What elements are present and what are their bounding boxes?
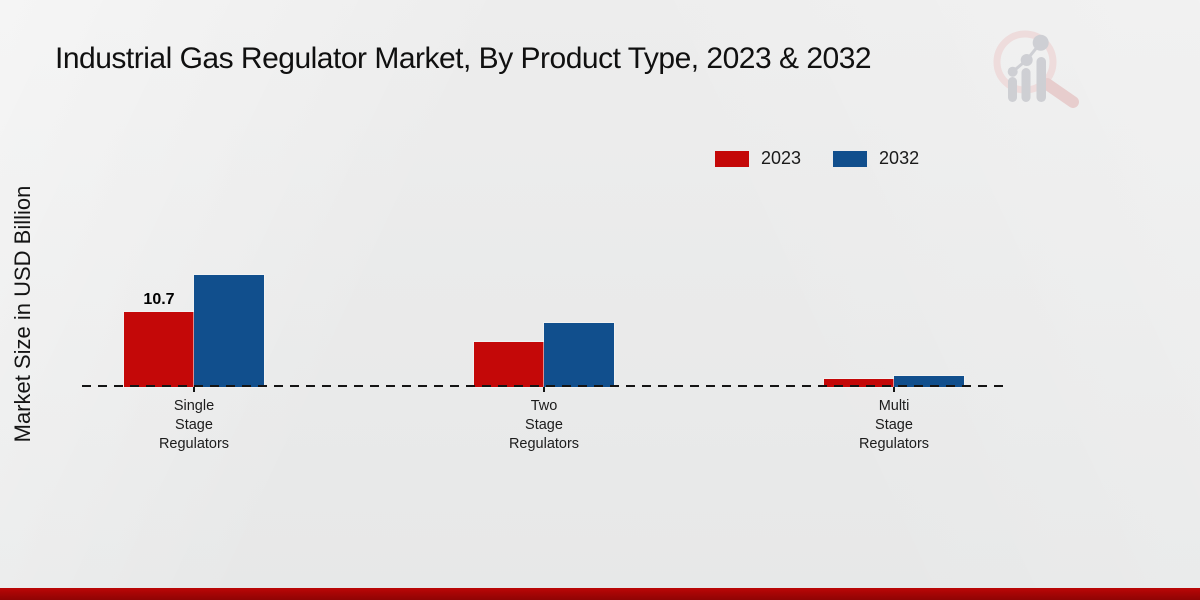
footer-brand-band [0,588,1200,600]
legend: 2023 2032 [715,148,919,169]
bar-2032-multi-stage-regulators [894,376,964,387]
bar-2032-two-stage-regulators [544,323,614,387]
x-tick [543,387,545,392]
x-tick [193,387,195,392]
category-label: Two Stage Regulators [508,398,580,452]
bar-value-label: 10.7 [143,291,175,309]
legend-item-2023: 2023 [715,148,801,169]
bar-2023-two-stage-regulators [474,342,544,387]
bar-2023-multi-stage-regulators [824,379,894,387]
legend-swatch-2032-icon [833,150,868,167]
bar-2032-single-stage-regulators [194,275,264,387]
magnifier-bar-chart-logo [993,30,1079,108]
legend-item-2032: 2032 [833,148,919,169]
category-label: Multi Stage Regulators [858,398,930,452]
chart-title: Industrial Gas Regulator Market, By Prod… [55,42,872,75]
x-tick [893,387,895,392]
bar-2023-single-stage-regulators [124,312,194,387]
legend-label-2023: 2023 [761,148,802,168]
legend-label-2032: 2032 [879,148,920,168]
legend-swatch-2023-icon [715,150,749,167]
category-label: Single Stage Regulators [158,398,230,452]
x-axis-baseline [82,385,1006,387]
